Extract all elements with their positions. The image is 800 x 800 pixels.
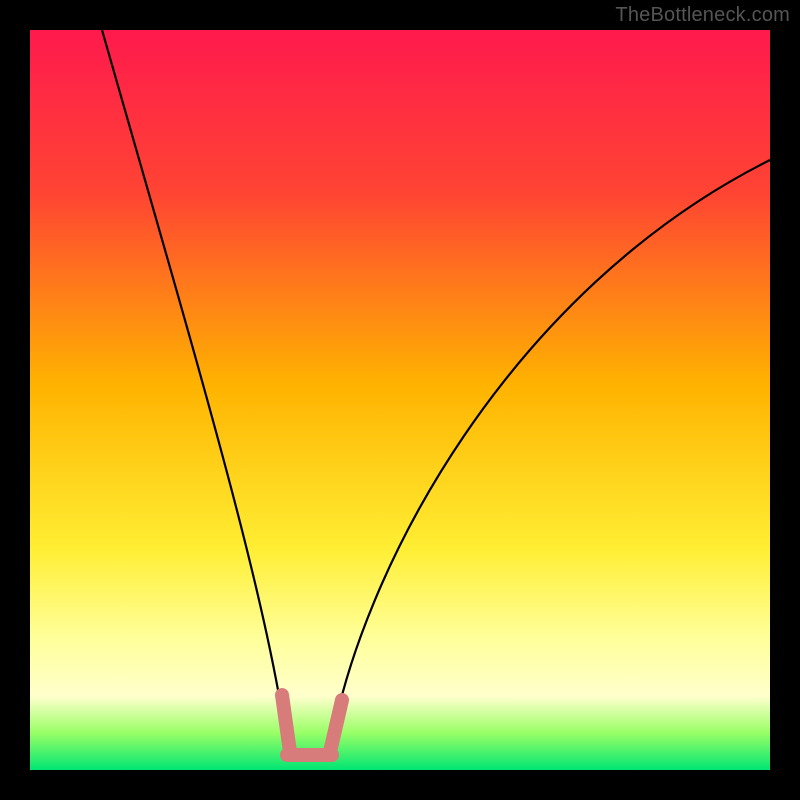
watermark-text: TheBottleneck.com xyxy=(615,4,790,27)
chart-container: TheBottleneck.com xyxy=(0,0,800,800)
plot-area xyxy=(30,30,770,770)
bottleneck-chart xyxy=(0,0,800,800)
bottom-marker-segment-0 xyxy=(282,695,290,752)
